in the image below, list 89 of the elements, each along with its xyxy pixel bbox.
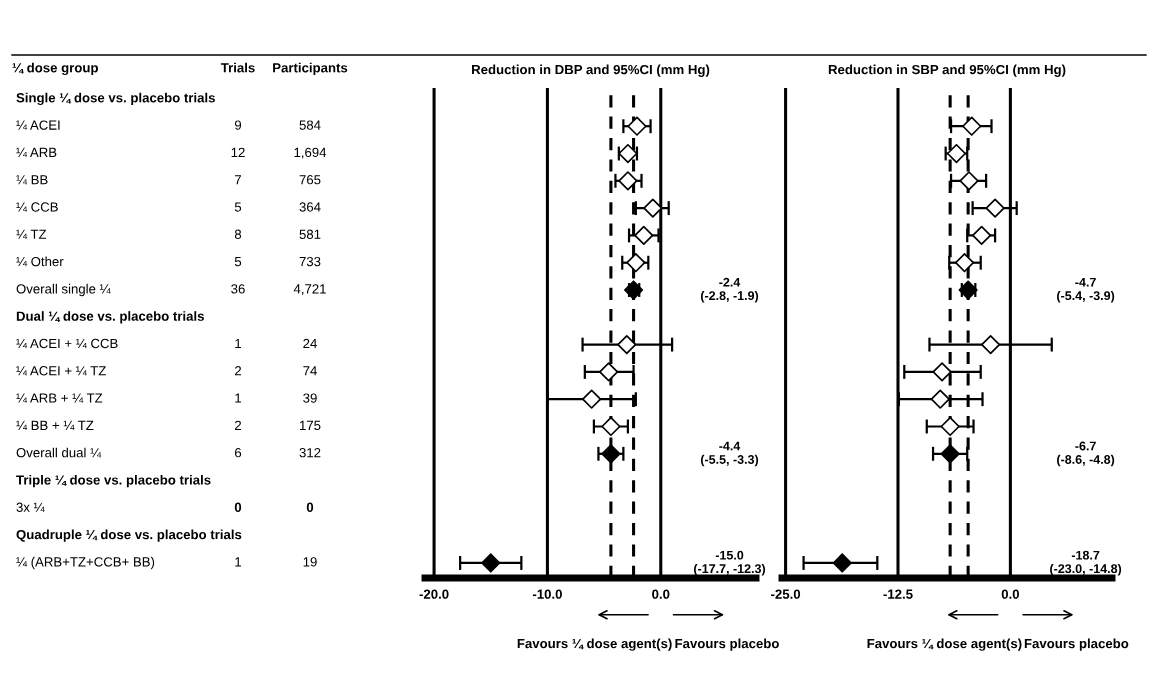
x-tick-label: -12.5 [883,589,913,599]
data-label: 1 [235,557,242,567]
data-label: 0 [234,502,242,512]
data-label: 7 [235,175,242,185]
category-label: Overall single ¼ [16,283,111,297]
category-label: Dual ¼ dose vs. placebo trials [16,311,204,324]
x-tick-label: 0.0 [1001,589,1020,599]
annotation: -4.7 (-5.4, -3.9) [1057,277,1115,303]
point [932,362,952,382]
text: Favours ¼ dose agent(s) [867,638,1022,651]
point [601,444,621,464]
text: ¼ dose group [12,62,98,76]
point [832,553,852,573]
x-tick-label: -20.0 [419,589,449,599]
chart-title: Reduction in SBP and 95%CI (mm Hg) [828,64,1066,77]
data-label: 74 [303,366,317,376]
data-label: 5 [234,202,242,212]
point [601,416,621,437]
category-label: ¼ ACEI + ¼ CCB [16,338,118,349]
category-label: ¼ ARB + ¼ TZ [16,393,103,403]
category-label: ¼ Other [16,256,64,267]
x-tick-label: 0.0 [652,589,670,599]
annotation: -2.4 (-2.8, -1.9) [700,277,759,303]
point [940,444,960,464]
category-label: ¼ BB + ¼ TZ [16,420,94,431]
category-label: ¼ CCB [16,202,58,212]
text: Trials [220,62,255,73]
point [980,334,1001,355]
x-tick-label: -25.0 [771,589,801,599]
data-label: 2 [235,366,242,376]
data-label: 765 [299,175,321,185]
point [930,389,950,409]
category-label: Quadruple ¼ dose vs. placebo trials [16,529,242,542]
data-label: 6 [235,447,242,458]
data-label: 19 [303,557,317,567]
annotation: -18.7 (-23.0, -14.8) [1050,550,1122,576]
data-label: 1 [235,393,242,403]
data-label: 1,694 [294,147,327,159]
point [582,389,602,409]
annotation: -15.0 (-17.7, -12.3) [694,550,766,576]
point [954,253,975,273]
point [618,171,638,191]
category-label: ¼ (ARB+TZ+CCB+ BB) [16,556,155,570]
category-label: Triple ¼ dose vs. placebo trials [16,474,211,488]
text: Favours placebo [1024,638,1129,651]
data-label: 584 [299,120,321,130]
data-label: 4,721 [293,284,326,296]
point [599,362,619,382]
data-label: 2 [235,420,242,430]
data-label: 12 [231,147,245,157]
point [962,116,982,136]
category-label: Single ¼ dose vs. placebo trials [16,92,215,106]
point [940,416,960,437]
point [626,253,646,273]
data-label: 364 [299,202,321,212]
data-label: 175 [300,420,321,431]
point [481,553,501,573]
data-label: 733 [299,256,321,267]
point [971,225,992,246]
data-label: 1 [235,338,242,349]
point [985,198,1005,218]
data-label: 312 [299,447,321,458]
category-label: ¼ ACEI + ¼ TZ [16,366,106,376]
point [617,334,637,355]
category-label: ¼ ARB [16,147,57,158]
text: Participants [273,62,348,76]
category-label: ¼ BB [16,175,48,185]
x-tick-label: -10.0 [532,589,562,599]
category-label: ¼ TZ [16,229,47,239]
chart-title: Reduction in DBP and 95%CI (mm Hg) [472,64,710,77]
point [627,116,647,136]
data-label: 24 [303,338,317,349]
annotation: -6.7 (-8.6, -4.8) [1057,441,1115,467]
data-label: 39 [303,393,317,403]
category-label: 3x ¼ [16,502,45,512]
data-label: 581 [299,229,321,239]
point [959,171,979,191]
point [643,198,663,218]
category-label: ¼ ACEI [16,120,60,130]
data-label: 0 [306,502,314,512]
point [634,225,654,246]
text: Favours placebo [675,638,779,651]
data-label: 36 [231,284,245,294]
data-label: 9 [234,120,242,130]
category-label: Overall dual ¼ [16,447,102,458]
text: Favours ¼ dose agent(s) [517,638,672,651]
data-label: 8 [234,229,242,239]
data-label: 5 [234,257,242,267]
annotation: -4.4 (-5.5, -3.3) [700,441,759,467]
